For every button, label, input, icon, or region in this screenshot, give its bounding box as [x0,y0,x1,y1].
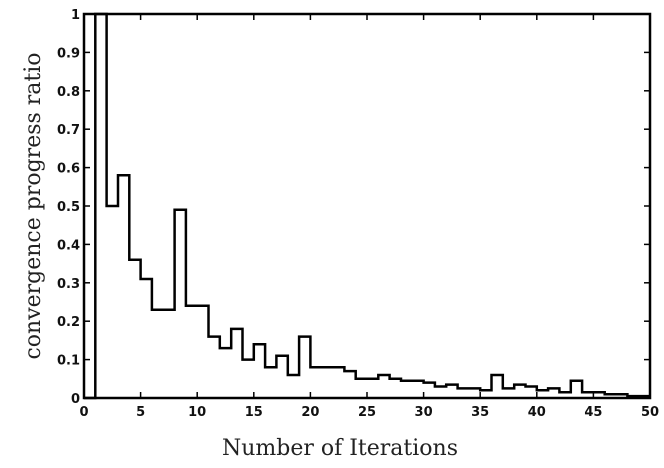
x-tick-label: 5 [136,405,145,420]
y-tick-label: 0.1 [57,354,80,369]
series-line [84,12,650,400]
x-tick-label: 0 [79,405,88,420]
x-tick-label: 15 [245,405,263,420]
series-layer [84,12,650,400]
y-axis-ticks: 0 0.1 0.2 0.3 0.4 0.5 0.6 0.7 0.8 0.9 1 [57,8,650,407]
y-tick-label: 0.7 [57,123,80,138]
plot-frame [82,12,652,400]
y-axis-title: convergence progress ratio [21,52,46,359]
y-tick-label: 0.6 [57,162,80,177]
y-tick-label: 0.9 [57,46,80,61]
x-tick-label: 40 [528,405,546,420]
x-tick-label: 30 [415,405,433,420]
x-axis-ticks: 0 5 10 15 20 25 30 35 40 45 50 [79,14,659,420]
y-tick-label: 0 [71,392,80,407]
x-tick-label: 25 [358,405,376,420]
x-tick-label: 10 [188,405,206,420]
x-tick-label: 20 [301,405,319,420]
y-tick-label: 0.4 [57,238,80,253]
x-tick-label: 35 [471,405,489,420]
x-tick-label: 45 [584,405,602,420]
y-tick-label: 0.3 [57,277,80,292]
y-tick-label: 0.5 [57,200,80,215]
x-axis-title: Number of Iterations [222,436,458,461]
y-tick-label: 1 [71,8,80,23]
x-tick-label: 50 [641,405,659,420]
y-tick-label: 0.2 [57,315,80,330]
y-tick-label: 0.8 [57,85,80,100]
